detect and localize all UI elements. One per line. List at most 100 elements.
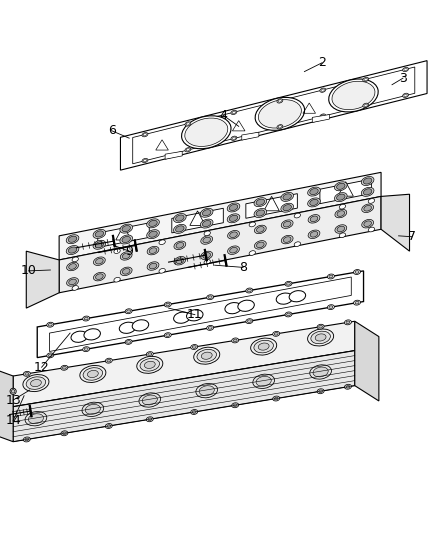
Ellipse shape <box>140 359 159 371</box>
Ellipse shape <box>143 159 147 161</box>
Ellipse shape <box>254 340 273 353</box>
Ellipse shape <box>225 303 241 314</box>
Ellipse shape <box>344 384 351 389</box>
Ellipse shape <box>146 352 153 357</box>
Ellipse shape <box>233 404 237 407</box>
Ellipse shape <box>310 216 318 222</box>
Ellipse shape <box>120 252 132 260</box>
Ellipse shape <box>125 340 132 344</box>
Text: 7: 7 <box>408 230 416 243</box>
Ellipse shape <box>285 281 292 286</box>
Ellipse shape <box>120 224 133 233</box>
Ellipse shape <box>147 219 159 228</box>
Ellipse shape <box>95 231 104 237</box>
Ellipse shape <box>186 123 190 125</box>
Ellipse shape <box>254 240 266 249</box>
Ellipse shape <box>122 237 131 243</box>
Ellipse shape <box>84 348 88 351</box>
Ellipse shape <box>247 320 251 322</box>
Ellipse shape <box>107 425 111 427</box>
Ellipse shape <box>229 215 238 221</box>
Ellipse shape <box>254 208 267 217</box>
Polygon shape <box>165 151 182 159</box>
Polygon shape <box>355 321 379 401</box>
Ellipse shape <box>83 368 102 380</box>
Ellipse shape <box>317 389 324 394</box>
Ellipse shape <box>336 194 345 200</box>
Ellipse shape <box>315 334 326 341</box>
Ellipse shape <box>254 225 266 233</box>
Ellipse shape <box>320 88 326 92</box>
Ellipse shape <box>310 231 318 237</box>
Polygon shape <box>246 193 297 219</box>
Ellipse shape <box>202 209 211 216</box>
Ellipse shape <box>328 305 334 310</box>
Polygon shape <box>26 251 59 308</box>
Ellipse shape <box>84 329 100 340</box>
Ellipse shape <box>122 225 131 232</box>
Ellipse shape <box>281 192 293 201</box>
Polygon shape <box>98 223 149 247</box>
Polygon shape <box>312 115 329 123</box>
Ellipse shape <box>114 249 120 254</box>
Ellipse shape <box>307 187 320 196</box>
Ellipse shape <box>194 347 220 364</box>
Ellipse shape <box>403 93 409 98</box>
Ellipse shape <box>176 226 184 232</box>
Ellipse shape <box>203 253 211 259</box>
Ellipse shape <box>137 357 163 373</box>
Ellipse shape <box>368 227 374 232</box>
Ellipse shape <box>404 68 407 71</box>
Ellipse shape <box>69 264 76 269</box>
Ellipse shape <box>230 232 237 238</box>
Ellipse shape <box>31 379 41 386</box>
Ellipse shape <box>201 251 212 260</box>
Ellipse shape <box>337 226 345 232</box>
Ellipse shape <box>319 325 322 328</box>
Ellipse shape <box>93 229 106 238</box>
Ellipse shape <box>95 259 103 264</box>
Ellipse shape <box>95 274 103 279</box>
Ellipse shape <box>147 262 159 270</box>
Ellipse shape <box>71 331 88 342</box>
Ellipse shape <box>185 122 191 126</box>
Ellipse shape <box>332 81 375 110</box>
Ellipse shape <box>232 111 236 114</box>
Ellipse shape <box>257 242 264 248</box>
Ellipse shape <box>337 211 345 216</box>
Ellipse shape <box>147 246 159 255</box>
Ellipse shape <box>231 136 237 140</box>
Ellipse shape <box>321 115 325 117</box>
Ellipse shape <box>208 296 212 298</box>
Ellipse shape <box>273 332 280 336</box>
Ellipse shape <box>176 215 184 221</box>
Ellipse shape <box>232 403 239 408</box>
Ellipse shape <box>321 89 325 91</box>
Text: 13: 13 <box>5 393 21 407</box>
Ellipse shape <box>404 94 407 96</box>
Ellipse shape <box>336 183 345 189</box>
Ellipse shape <box>61 431 68 436</box>
Polygon shape <box>120 61 427 170</box>
Polygon shape <box>59 172 381 260</box>
Ellipse shape <box>82 402 104 416</box>
Polygon shape <box>13 321 355 407</box>
Ellipse shape <box>68 247 77 253</box>
Ellipse shape <box>274 397 278 400</box>
Ellipse shape <box>26 377 46 390</box>
Ellipse shape <box>25 438 29 441</box>
Text: 10: 10 <box>21 264 36 277</box>
Ellipse shape <box>122 269 130 274</box>
Ellipse shape <box>364 104 367 107</box>
Text: 4: 4 <box>219 109 227 122</box>
Ellipse shape <box>249 251 255 255</box>
Polygon shape <box>0 367 13 442</box>
Ellipse shape <box>196 384 218 398</box>
Ellipse shape <box>149 220 157 227</box>
Ellipse shape <box>308 215 320 223</box>
Ellipse shape <box>255 98 304 131</box>
Ellipse shape <box>238 300 254 311</box>
Ellipse shape <box>277 125 283 129</box>
Ellipse shape <box>286 282 290 285</box>
Ellipse shape <box>364 178 372 184</box>
